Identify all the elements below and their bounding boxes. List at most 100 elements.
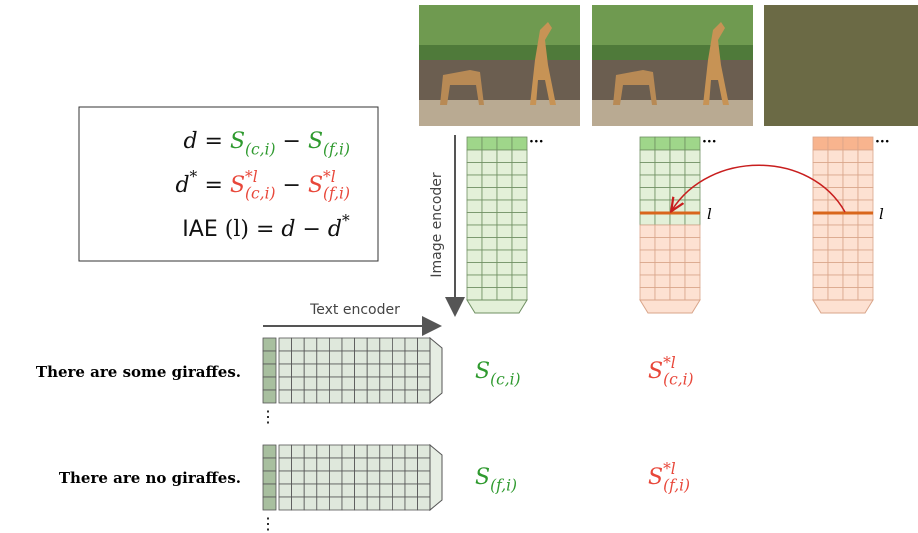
encoder-cell [670,150,685,163]
ellipsis: ··· [702,134,717,150]
encoder-cell [685,288,700,301]
math-sub: (f,i) [663,477,690,495]
encoder-cell [512,225,527,238]
encoder-cell [640,238,655,251]
encoder-cell [392,364,405,377]
encoder-cell [418,458,431,471]
encoder-cell [405,497,418,510]
encoder-cell [640,288,655,301]
encoder-cell [418,497,431,510]
encoder-cell [813,263,828,276]
math-base: d [281,217,295,242]
encoder-cell [640,200,655,213]
encoder-cell [304,458,317,471]
encoder-cell [380,484,393,497]
ellipsis: ··· [875,134,890,150]
encoder-cell [828,263,843,276]
encoder-cell [640,175,655,188]
encoder-cell [292,497,305,510]
encoder-cell [685,150,700,163]
encoder-cell [367,377,380,390]
encoder-cell [263,364,276,377]
math-sub: (c,i) [490,371,520,389]
encoder-cell [355,377,368,390]
layer-label: l [707,205,712,223]
caption: There are no giraffes. [59,469,241,487]
encoder-cell [655,250,670,263]
math-base: S [475,465,490,490]
encoder-cell [858,275,873,288]
encoder-cell [655,275,670,288]
encoder-cell [263,351,276,364]
encoder-cell [828,163,843,176]
encoder-cell [405,458,418,471]
math-token: S*l(c,i) [648,354,694,389]
math-base: d [328,217,342,242]
math-sub: (f,i) [490,477,517,495]
encoder-cell [279,458,292,471]
math-base: d [175,173,189,198]
encoder-cell [655,238,670,251]
encoder-cell [405,484,418,497]
encoder-cell [512,188,527,201]
encoder-cell [263,484,276,497]
encoder-cell [512,137,527,150]
encoder-cell [342,497,355,510]
encoder-cell [329,364,342,377]
encoder-cell [317,458,330,471]
encoder-cell [263,471,276,484]
encoder-cell [467,175,482,188]
encoder-cell [670,238,685,251]
encoder-cell [828,250,843,263]
encoder-cell [813,150,828,163]
encoder-cell [685,263,700,276]
encoder-cell [467,288,482,301]
encoder-cell [685,225,700,238]
encoder-cell [380,364,393,377]
encoder-cell [418,445,431,458]
encoder-cell [367,445,380,458]
encoder-cell [392,471,405,484]
encoder-cell [292,471,305,484]
image-encoder-label: Image encoder [429,172,445,278]
encoder-cell [355,497,368,510]
layer-label: l [879,205,884,223]
encoder-cell [497,137,512,150]
encoder-cell [843,175,858,188]
encoder-cell [467,275,482,288]
math-sup: *l [663,460,676,478]
encoder-cell [263,497,276,510]
encoder-cell [670,288,685,301]
encoder-cell [418,471,431,484]
encoder-cell [640,250,655,263]
encoder-cell [467,188,482,201]
encoder-cell [467,225,482,238]
encoder-cell [279,484,292,497]
encoder-cell [355,338,368,351]
encoder-cell [263,338,276,351]
encoder-cell [380,390,393,403]
encoder-cell [467,213,482,226]
encoder-cell [813,275,828,288]
encoder-cell [304,377,317,390]
encoder-cell [858,263,873,276]
encoder-cell [482,263,497,276]
encoder-cell [670,263,685,276]
encoder-cell [497,163,512,176]
math-base: = [205,173,223,198]
math-sup: *l [663,354,676,372]
encoder-cell [685,137,700,150]
encoder-cell [655,163,670,176]
encoder-cell [828,288,843,301]
math-base: = [256,217,274,242]
encoder-cell [482,288,497,301]
encoder-cell [640,137,655,150]
encoder-cell [418,390,431,403]
encoder-cell [304,364,317,377]
encoder-cell [467,238,482,251]
math-base: IAE [182,217,217,242]
encoder-cell [482,175,497,188]
encoder-cell [512,288,527,301]
encoder-cell [329,351,342,364]
encoder-head [467,300,527,313]
